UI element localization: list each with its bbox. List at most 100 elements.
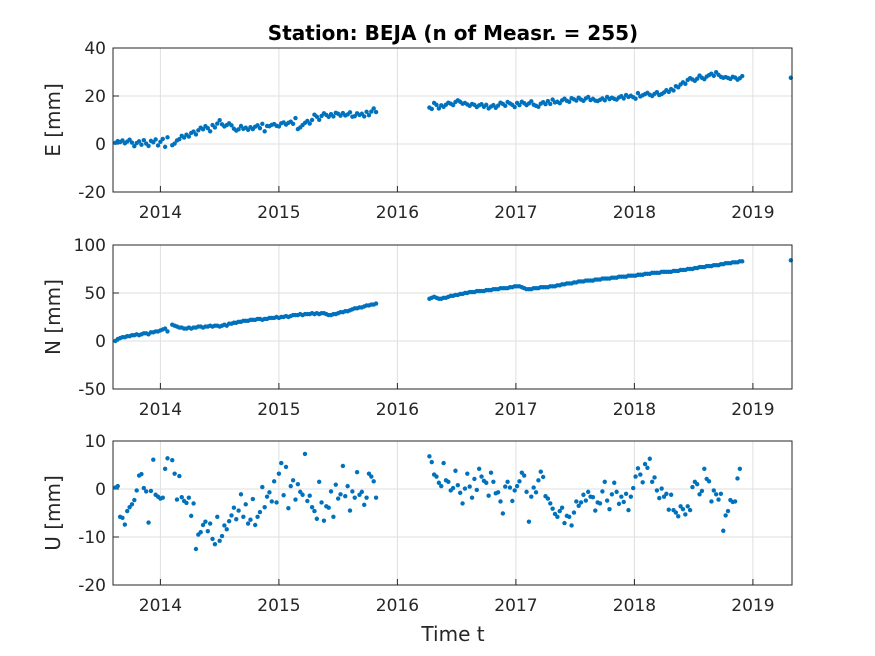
east-data-point [373, 109, 379, 115]
up-data-point [676, 514, 681, 519]
east-data-point [207, 129, 213, 134]
up-x-tick-label: 2014 [139, 596, 182, 616]
up-data-point [716, 497, 721, 502]
up-data-point [732, 499, 738, 504]
up-data-point [654, 488, 660, 493]
x-axis-label: Time t [420, 622, 484, 646]
east-data-point [602, 98, 607, 103]
up-data-point [562, 520, 567, 526]
east-x-tick-label: 2015 [257, 203, 300, 223]
up-data-point [314, 516, 320, 521]
up-data-point [526, 519, 532, 524]
east-data-point [484, 102, 489, 108]
up-data-point [695, 482, 700, 487]
east-data-point [139, 142, 144, 147]
up-data-point [373, 495, 379, 500]
up-data-point [453, 468, 458, 473]
up-data-point [488, 470, 494, 475]
up-data-point [465, 471, 470, 476]
up-data-point [548, 501, 553, 506]
up-data-point [269, 499, 274, 504]
east-data-point [671, 88, 676, 93]
up-data-point [215, 514, 220, 520]
up-data-point [706, 479, 712, 484]
up-data-point [219, 533, 225, 539]
up-data-point [735, 476, 740, 481]
up-data-point [642, 461, 648, 467]
north-x-tick-label: 2016 [376, 400, 419, 420]
east-data-point [633, 96, 638, 101]
east-data-point [153, 137, 158, 142]
up-data-point [283, 464, 289, 470]
up-data-point [326, 505, 331, 510]
up-data-point [484, 480, 489, 485]
east-data-point [205, 125, 210, 131]
up-data-point [281, 493, 286, 498]
east-data-point [215, 121, 220, 126]
east-x-tick-label: 2014 [139, 203, 182, 223]
up-data-point [529, 494, 534, 499]
up-data-point [571, 510, 577, 515]
up-data-point [271, 479, 277, 484]
up-data-point [559, 505, 565, 510]
east-data-point [369, 109, 374, 114]
up-data-point [143, 489, 149, 494]
up-data-point [645, 465, 650, 471]
up-data-point [205, 529, 210, 534]
up-data-point [343, 494, 348, 499]
east-data-point [146, 143, 151, 149]
up-data-point [179, 494, 184, 500]
up-data-point [576, 503, 581, 508]
up-data-point [458, 490, 463, 496]
up-data-point [305, 498, 310, 504]
up-x-tick-label: 2015 [257, 596, 300, 616]
up-data-point [241, 514, 246, 520]
up-x-tick-label: 2016 [376, 596, 419, 616]
up-data-point [321, 518, 327, 523]
up-data-point [146, 520, 151, 525]
up-data-point [640, 480, 645, 485]
up-data-point [446, 479, 451, 484]
up-data-point [713, 492, 719, 497]
east-data-point [141, 137, 147, 143]
up-data-point [699, 488, 705, 494]
up-data-point [737, 466, 743, 472]
up-data-point [673, 510, 679, 515]
up-data-point [600, 489, 605, 494]
up-data-point [222, 523, 227, 528]
up-data-point [517, 479, 522, 484]
up-data-point [141, 485, 147, 491]
up-data-point [295, 482, 301, 487]
east-data-point [257, 125, 263, 131]
up-data-point [664, 491, 669, 496]
up-data-point [472, 476, 477, 482]
north-x-tick-label: 2017 [494, 400, 537, 420]
east-panel: 2014 2015 2016 2017 2018 2019 -20 0 20 40 E [mm] [41, 39, 794, 223]
up-data-point [245, 521, 251, 526]
east-data-point [450, 102, 456, 108]
up-plot-frame [112, 440, 793, 586]
up-data-point [623, 491, 629, 496]
north-data-point [373, 301, 379, 306]
up-data-point [668, 492, 674, 497]
east-data-point [585, 94, 591, 100]
up-data-point [132, 497, 137, 503]
east-data-point [371, 106, 376, 111]
up-data-point [685, 504, 690, 509]
up-data-point [257, 509, 263, 515]
north-x-tick-label: 2019 [731, 400, 774, 420]
up-data-point [129, 502, 135, 507]
up-data-point [139, 471, 144, 477]
up-data-point [267, 490, 272, 495]
up-data-point [486, 493, 491, 498]
east-data-point [366, 113, 372, 118]
up-data-point [602, 479, 607, 484]
up-data-point [621, 499, 626, 505]
east-x-tick-label: 2016 [376, 203, 419, 223]
east-data-point [200, 127, 206, 132]
up-data-point [507, 485, 513, 490]
up-data-point [316, 479, 322, 484]
up-data-point [200, 522, 206, 528]
up-data-point [512, 488, 517, 493]
east-data-point [314, 114, 320, 119]
